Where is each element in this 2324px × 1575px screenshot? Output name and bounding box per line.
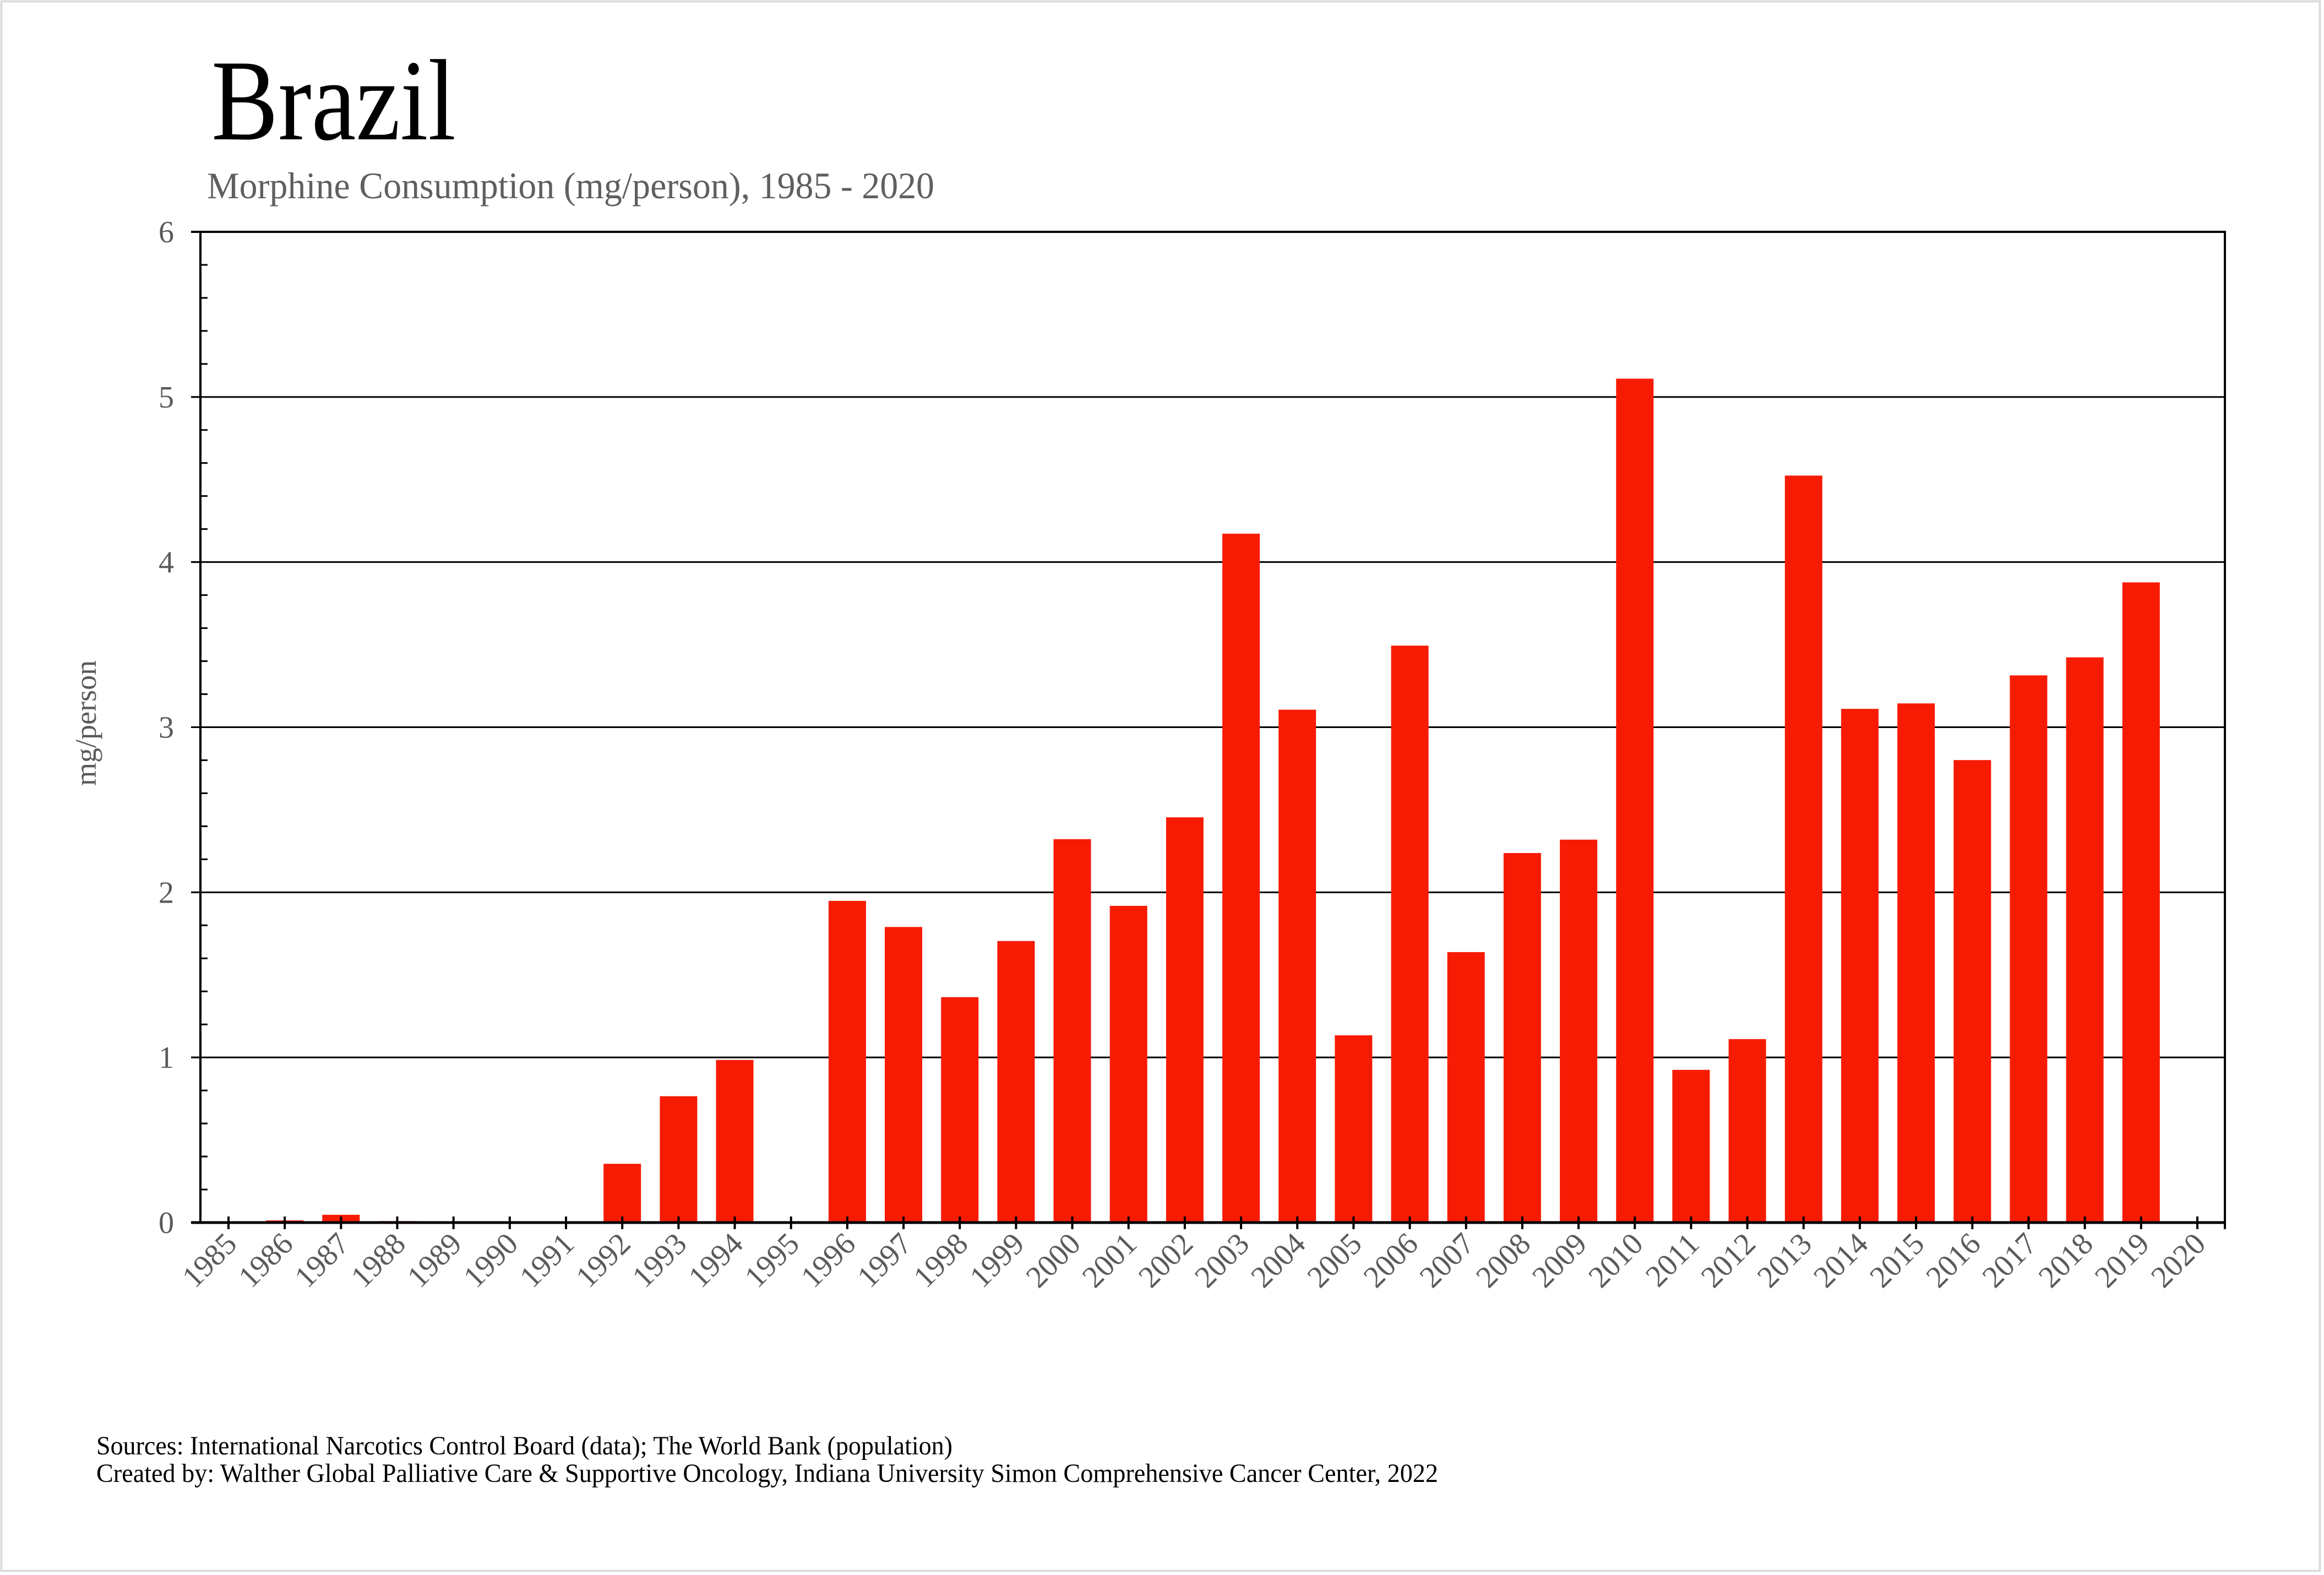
bar-2008: [1503, 853, 1541, 1223]
bar-2003: [1222, 534, 1260, 1223]
bar-1998: [941, 997, 979, 1223]
bar-2016: [1953, 760, 1991, 1223]
footnote-created-by: Created by: Walther Global Palliative Ca…: [96, 1459, 1438, 1488]
bar-1999: [997, 941, 1035, 1223]
y-tick-label: 1: [159, 1041, 174, 1075]
bar-2013: [1784, 475, 1822, 1223]
bar-1993: [660, 1096, 698, 1223]
y-axis-title: mg/person: [69, 660, 102, 786]
bar-1994: [716, 1060, 754, 1223]
bar-2010: [1616, 378, 1654, 1223]
bar-2000: [1053, 839, 1091, 1223]
bar-2005: [1335, 1035, 1373, 1223]
bar-1997: [885, 927, 922, 1223]
chart-title: Brazil: [211, 37, 456, 165]
bar-2015: [1897, 703, 1935, 1223]
y-tick-label: 2: [159, 876, 174, 910]
y-tick-labels: 0 1 2 3 4 5 6: [159, 215, 174, 1240]
bar-2002: [1166, 817, 1204, 1223]
bar-2006: [1391, 645, 1429, 1223]
bar-2019: [2122, 582, 2160, 1223]
footnote-sources: Sources: International Narcotics Control…: [96, 1431, 953, 1460]
bar-2017: [2010, 675, 2048, 1223]
bar-2004: [1278, 709, 1316, 1223]
x-ticks: [227, 1216, 2226, 1229]
bars: [266, 378, 2160, 1223]
y-tick-label: 4: [159, 546, 174, 580]
bar-1996: [828, 900, 866, 1223]
bar-2007: [1447, 952, 1485, 1223]
y-minor-ticks: [191, 231, 208, 1224]
gridlines: [191, 396, 2225, 1058]
bar-2018: [2066, 657, 2104, 1223]
bar-2001: [1109, 905, 1147, 1223]
bar-2009: [1560, 839, 1598, 1223]
y-tick-label: 0: [159, 1206, 174, 1240]
y-tick-label: 3: [159, 711, 174, 745]
bar-2011: [1672, 1069, 1710, 1223]
bar-2012: [1728, 1039, 1766, 1223]
bar-1992: [603, 1164, 641, 1223]
y-tick-label: 5: [159, 381, 174, 415]
y-tick-label: 6: [159, 215, 174, 249]
bar-2014: [1841, 709, 1879, 1223]
chart-subtitle: Morphine Consumption (mg/person), 1985 -…: [207, 165, 934, 207]
